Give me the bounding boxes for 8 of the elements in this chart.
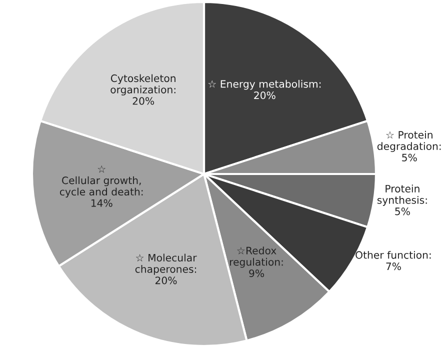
slice-label: ☆ Energy metabolism: 20% [208, 80, 321, 100]
slice-label: ☆ Cellular growth, cycle and death: 14% [60, 165, 143, 207]
slice-label: ☆ Protein degradation: 5% [377, 130, 441, 162]
slice-label: Cytoskeleton organization: 20% [110, 74, 176, 105]
slice-label: ☆Redox regulation: 9% [230, 246, 283, 278]
slice-label: ☆ Molecular chaperones: 20% [135, 254, 197, 284]
slice-label: Other function: 7% [356, 250, 431, 270]
slice-label: Protein synthesis: 5% [377, 184, 427, 216]
